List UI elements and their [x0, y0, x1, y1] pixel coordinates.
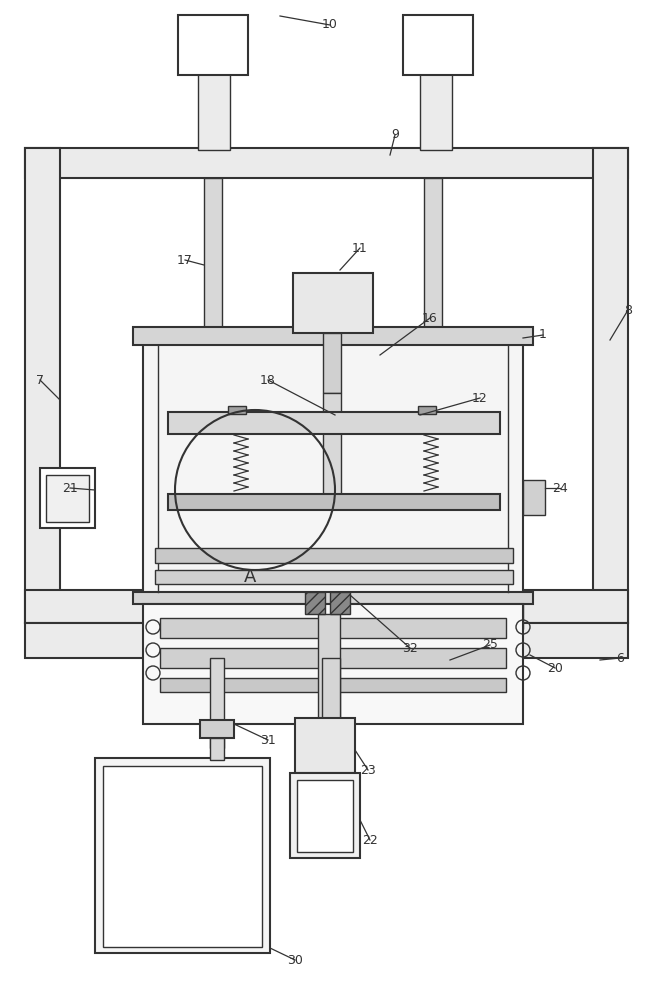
Text: 25: 25	[482, 639, 498, 652]
Bar	[210, 658, 224, 748]
Text: 1: 1	[539, 328, 547, 342]
Bar	[228, 406, 246, 414]
Text: 6: 6	[616, 652, 624, 664]
Bar	[46, 475, 89, 522]
Bar	[133, 327, 533, 345]
Bar	[290, 773, 360, 858]
Bar	[336, 618, 506, 638]
Text: 8: 8	[624, 304, 632, 316]
Bar	[25, 623, 628, 658]
Bar	[168, 494, 500, 510]
Bar	[155, 570, 513, 584]
Bar	[178, 15, 248, 75]
Bar	[103, 766, 262, 947]
Bar	[168, 412, 500, 434]
Text: 32: 32	[402, 642, 418, 654]
Bar	[593, 148, 628, 623]
Bar	[293, 273, 373, 333]
Bar	[204, 178, 222, 360]
Bar	[198, 50, 230, 150]
Bar	[40, 468, 95, 528]
Bar	[323, 393, 341, 503]
Bar	[155, 548, 513, 563]
Bar	[160, 618, 330, 638]
Bar	[25, 148, 628, 178]
Text: 12: 12	[472, 391, 488, 404]
Bar	[133, 592, 533, 604]
Bar	[305, 592, 325, 614]
Text: 21: 21	[62, 482, 78, 494]
Bar	[323, 333, 341, 393]
Text: 9: 9	[391, 128, 399, 141]
Bar	[297, 780, 353, 852]
Text: 7: 7	[36, 373, 44, 386]
Text: 30: 30	[287, 954, 303, 966]
Text: 24: 24	[552, 482, 568, 494]
Bar	[330, 592, 350, 614]
Text: 31: 31	[260, 734, 276, 746]
Text: 16: 16	[422, 312, 438, 324]
Text: 23: 23	[360, 764, 376, 776]
Bar	[523, 480, 545, 515]
Text: 20: 20	[547, 662, 563, 674]
Bar	[25, 148, 60, 623]
Bar	[143, 604, 523, 724]
Text: 18: 18	[260, 373, 276, 386]
Bar	[95, 758, 270, 953]
Bar	[295, 718, 355, 773]
Text: 11: 11	[352, 241, 368, 254]
Bar	[143, 604, 523, 629]
Text: 22: 22	[362, 834, 378, 846]
Bar	[403, 15, 473, 75]
Bar	[160, 678, 506, 692]
Bar	[322, 658, 340, 718]
Bar	[200, 720, 234, 738]
Text: 10: 10	[322, 18, 338, 31]
Bar	[160, 648, 506, 668]
Text: 17: 17	[177, 253, 193, 266]
Bar	[318, 614, 340, 724]
Text: A: A	[244, 568, 256, 586]
Bar	[143, 333, 523, 596]
Bar	[420, 50, 452, 150]
Bar	[424, 178, 442, 360]
Bar	[418, 406, 436, 414]
Bar	[25, 590, 628, 623]
Bar	[210, 738, 224, 760]
